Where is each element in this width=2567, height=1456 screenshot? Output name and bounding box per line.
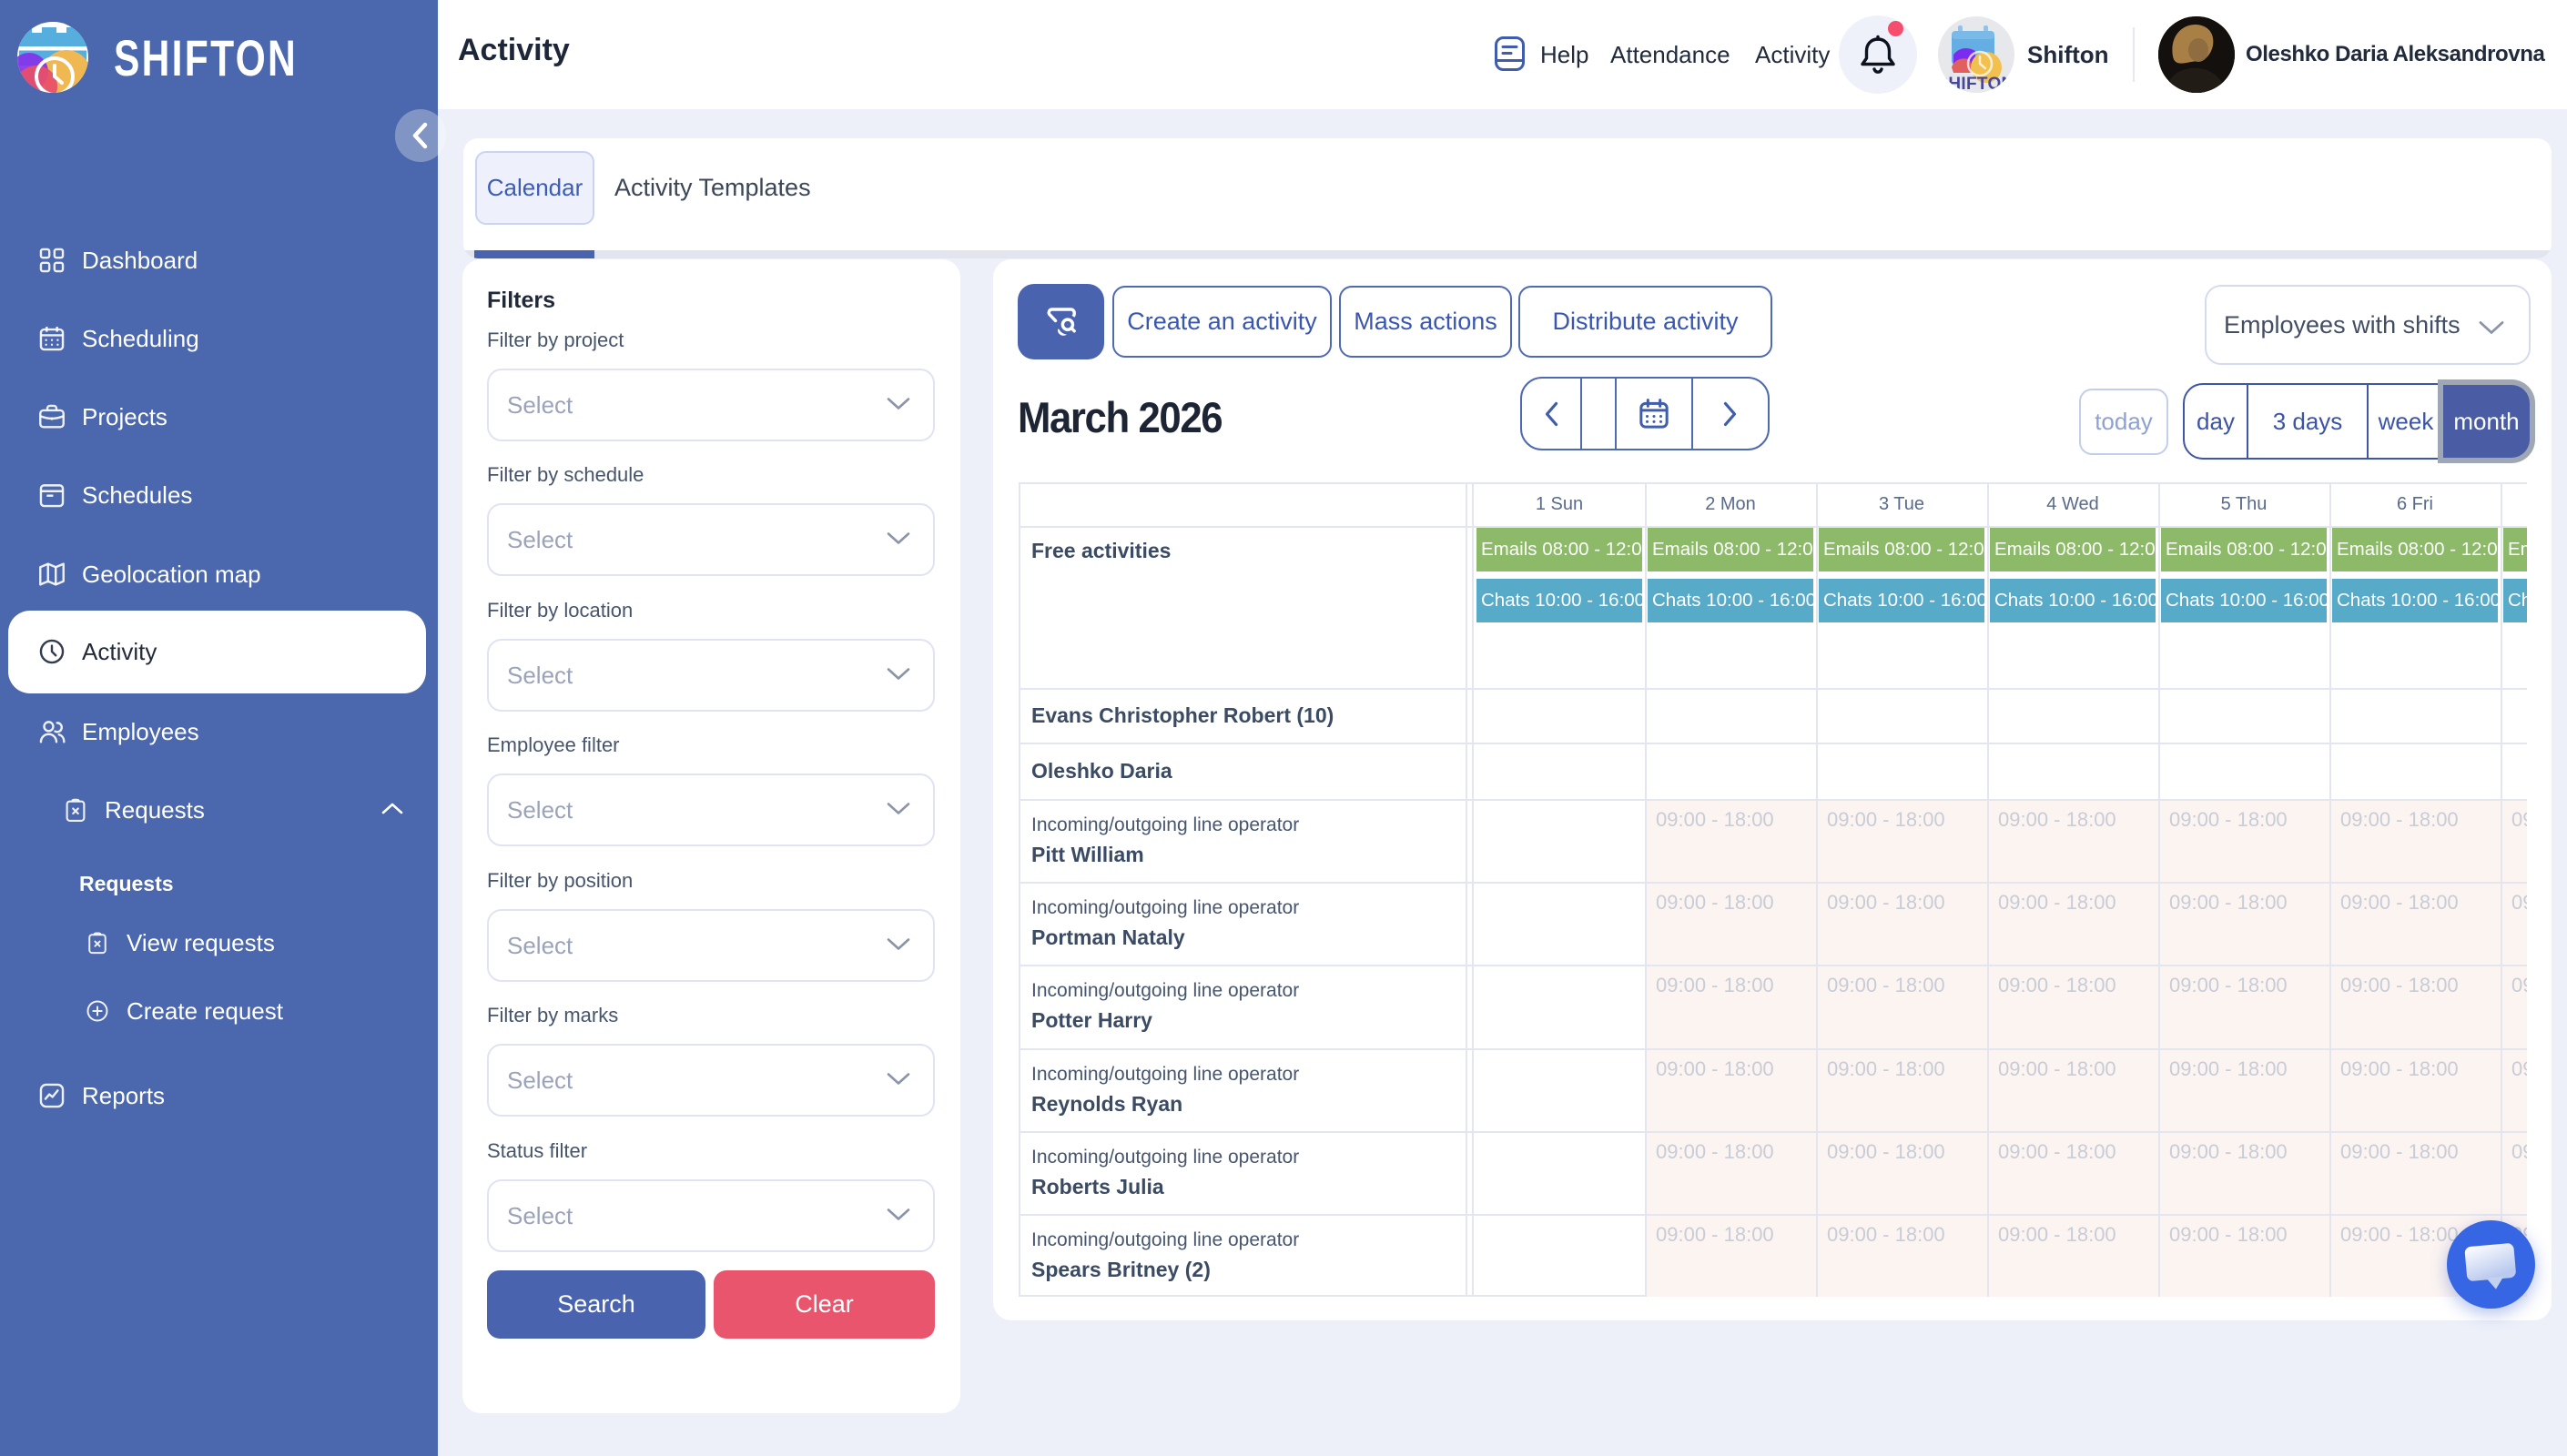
svg-text:SHIFTON: SHIFTON xyxy=(1938,75,2014,93)
